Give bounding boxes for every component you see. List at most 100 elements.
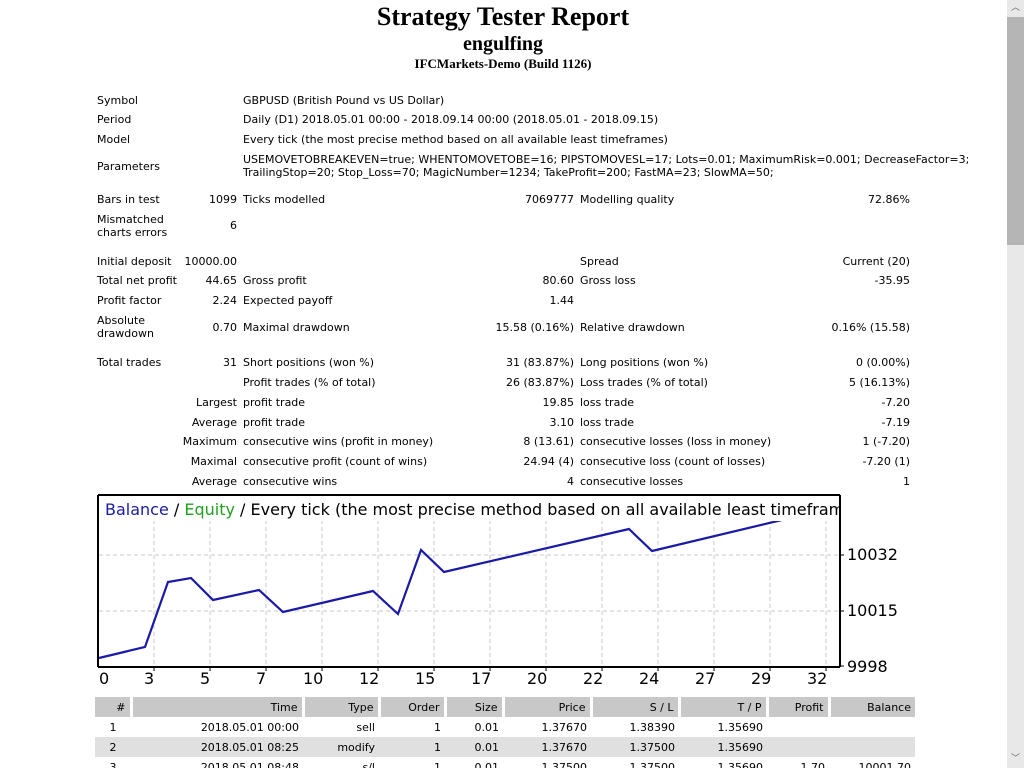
cell-tp: 1.35690 [717, 760, 764, 768]
spread-label: Spread [580, 255, 619, 268]
maximal-consec-loss-value: -7.20 (1) [862, 455, 910, 468]
average2-label: Average [191, 475, 237, 488]
average-profit-label: profit trade [243, 416, 306, 429]
average-label: Average [191, 416, 237, 429]
cell-num: 3 [109, 760, 117, 768]
total-trades-value: 31 [223, 356, 237, 369]
cell-profit [767, 717, 829, 737]
average-profit-value: 3.10 [549, 416, 575, 429]
cell-type: modify [303, 737, 379, 757]
chart-title-equity: Equity [184, 500, 235, 519]
x-tick-label: 12 [359, 669, 380, 688]
scroll-down-arrow-icon[interactable]: ﹀ [1010, 754, 1020, 764]
loss-trades-value: 5 (16.13%) [848, 376, 910, 389]
chart-title-sep: / [168, 500, 185, 519]
max-dd-label: Maximal drawdown [243, 321, 350, 334]
balance-chart-plot [97, 494, 844, 671]
loss-trades-label: Loss trades (% of total) [580, 376, 708, 389]
spread-value: Current (20) [842, 255, 910, 268]
long-label: Long positions (won %) [580, 356, 709, 369]
profit-factor-value: 2.24 [212, 294, 238, 307]
x-tick-label: 29 [751, 669, 772, 688]
cell-time: 2018.05.01 00:00 [200, 720, 299, 734]
vertical-scrollbar[interactable]: ︿ ﹀ [1007, 0, 1024, 768]
cell-price: 1.37500 [541, 760, 588, 768]
chart-title: Balance / Equity / Every tick (the most … [105, 499, 840, 521]
net-profit-label: Total net profit [97, 274, 177, 287]
avg-consec-wins-label: consecutive wins [243, 475, 338, 488]
cell-num: 2 [95, 737, 131, 757]
cell-sl: 1.37500 [591, 737, 679, 757]
cell-order: 1 [434, 720, 441, 734]
model-value: Every tick (the most precise method base… [243, 133, 668, 146]
col-header-price: Price [501, 697, 591, 717]
x-tick-label: 20 [527, 669, 548, 688]
largest-label: Largest [196, 396, 237, 409]
maximal-consec-loss-label: consecutive loss (count of losses) [580, 455, 766, 468]
cell-balance [829, 737, 915, 757]
max-consec-losses-label: consecutive losses (loss in money) [580, 435, 772, 448]
average-loss-value: -7.19 [881, 416, 910, 429]
col-header-sl: S / L [589, 697, 679, 717]
x-tick-label: 10 [303, 669, 324, 688]
parameters-line-1: USEMOVETOBREAKEVEN=true; WHENTOMOVETOBE=… [243, 153, 970, 166]
gross-profit-value: 80.60 [542, 274, 575, 287]
table-row: 2 2018.05.01 08:25 modify 1 0.01 1.37670… [95, 737, 915, 757]
col-header-time: Time [129, 697, 303, 717]
rel-dd-label: Relative drawdown [580, 321, 685, 334]
y-tick-label: 10015 [847, 601, 898, 620]
largest-profit-label: profit trade [243, 396, 306, 409]
x-tick-label: 32 [807, 669, 828, 688]
x-tick-label: 24 [639, 669, 660, 688]
col-header-profit: Profit [765, 697, 829, 717]
largest-loss-label: loss trade [580, 396, 635, 409]
scroll-up-arrow-icon[interactable]: ︿ [1010, 3, 1020, 13]
abs-dd-label: Absolute drawdown [97, 314, 154, 340]
deposit-label: Initial deposit [97, 255, 172, 268]
scrollbar-thumb[interactable] [1007, 17, 1024, 245]
mismatch-label: Mismatched charts errors [97, 213, 168, 239]
y-tick-label: 9998 [847, 657, 888, 676]
x-tick-label: 27 [695, 669, 716, 688]
average-loss-label: loss trade [580, 416, 635, 429]
y-tick-label: 10032 [847, 545, 898, 564]
ticks-value: 7069777 [525, 193, 574, 206]
maximal-label: Maximal [190, 455, 237, 468]
bars-label: Bars in test [97, 193, 160, 206]
cell-profit: 1.70 [800, 760, 826, 768]
x-tick-label: 0 [99, 669, 110, 688]
expected-payoff-value: 1.44 [549, 294, 575, 307]
parameters-label: Parameters [97, 160, 160, 173]
profit-trades-label: Profit trades (% of total) [243, 376, 376, 389]
net-profit-value: 44.65 [205, 274, 238, 287]
gross-loss-value: -35.95 [874, 274, 910, 287]
short-label: Short positions (won %) [243, 356, 375, 369]
max-consec-wins-value: 8 (13.61) [523, 435, 574, 448]
avg-consec-losses-value: 1 [903, 475, 910, 488]
ticks-label: Ticks modelled [243, 193, 326, 206]
x-tick-label: 22 [583, 669, 604, 688]
max-consec-losses-value: 1 (-7.20) [862, 435, 910, 448]
cell-tp: 1.35690 [717, 720, 764, 734]
x-tick-label: 17 [471, 669, 492, 688]
cell-profit [767, 737, 829, 757]
gross-profit-label: Gross profit [243, 274, 307, 287]
cell-tp: 1.35690 [679, 737, 767, 757]
short-value: 31 (83.87%) [505, 356, 574, 369]
profit-factor-label: Profit factor [97, 294, 162, 307]
cell-sl: 1.37500 [629, 760, 676, 768]
col-header-type: Type [301, 697, 379, 717]
rel-dd-value: 0.16% (15.58) [831, 321, 910, 334]
symbol-label: Symbol [97, 94, 138, 107]
profit-trades-value: 26 (83.87%) [505, 376, 574, 389]
table-header-row: # Time Type Order Size Price S / L T / P… [95, 697, 915, 717]
col-header-balance: Balance [827, 697, 915, 717]
maximal-consec-profit-label: consecutive profit (count of wins) [243, 455, 428, 468]
col-header-tp: T / P [677, 697, 767, 717]
gross-loss-label: Gross loss [580, 274, 636, 287]
cell-type: sell [356, 720, 375, 734]
abs-dd-value: 0.70 [212, 321, 238, 334]
balance-line [98, 510, 819, 660]
cell-time: 2018.05.01 08:48 [200, 760, 299, 768]
max-consec-wins-label: consecutive wins (profit in money) [243, 435, 434, 448]
